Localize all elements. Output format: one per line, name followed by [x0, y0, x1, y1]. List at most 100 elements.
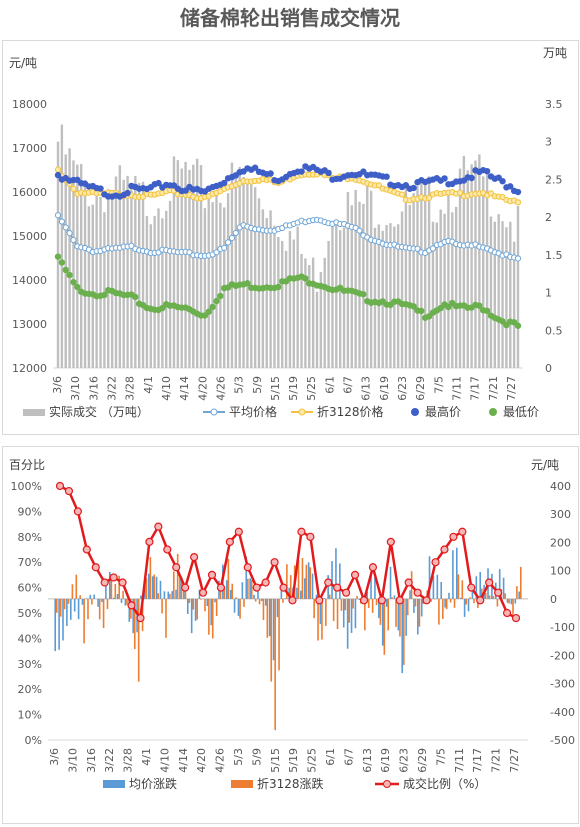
- x-tick-label: 6/7: [342, 376, 355, 394]
- p3128-change-bar: [133, 598, 136, 650]
- volume-bar: [118, 165, 122, 368]
- p3128-change-bar: [383, 598, 386, 655]
- volume-bar: [122, 179, 125, 368]
- p3128-change-bar: [438, 598, 440, 625]
- right-unit-label: 万吨: [543, 46, 567, 60]
- avg-change-bar: [194, 598, 197, 621]
- avg-change-bar: [140, 595, 142, 599]
- volume-bar: [404, 188, 408, 368]
- p3128-change-bar: [321, 598, 323, 640]
- y-right-tick: 0: [550, 593, 557, 606]
- y-right-tick: 3.5: [545, 98, 563, 111]
- ratio-point: [413, 588, 422, 597]
- x-tick-label: 3/22: [103, 748, 116, 773]
- volume-bar: [246, 180, 249, 368]
- price-3128-point: [375, 182, 382, 189]
- p3128-change-bar: [274, 598, 276, 731]
- avg-change-bar: [144, 586, 146, 599]
- ratio-point: [288, 596, 297, 605]
- avg-change-bar: [229, 589, 232, 599]
- x-tick-label: 4/10: [158, 748, 171, 773]
- x-tick-label: 6/13: [361, 748, 374, 773]
- avg-change-bar: [268, 598, 271, 637]
- avg-change-bar: [155, 576, 158, 599]
- p3128-change-bar: [254, 598, 257, 602]
- volume-bar: [470, 164, 473, 368]
- p3128-change-bar: [200, 598, 202, 600]
- volume-bar: [184, 161, 187, 368]
- x-tick-label: 6/29: [414, 376, 427, 401]
- avg-change-bar: [81, 598, 84, 605]
- p3128-change-bar: [223, 586, 226, 599]
- legend-min-label: 最低价: [503, 405, 539, 419]
- avg-change-bar: [151, 576, 154, 599]
- x-tick-label: 7/17: [469, 376, 482, 401]
- p3128-change-bar: [63, 598, 66, 610]
- p3128-change-bar: [208, 598, 210, 635]
- p3128-change-bar: [348, 598, 351, 623]
- avg-change-bar: [506, 598, 509, 603]
- avg-change-bar: [397, 598, 400, 631]
- p3128-change-bar: [305, 564, 308, 599]
- avg-price-point: [221, 244, 228, 251]
- volume-bar: [72, 160, 75, 368]
- volume-bar: [180, 168, 183, 368]
- min-price-point: [101, 291, 108, 299]
- p3128-change-bar: [266, 598, 269, 638]
- volume-bar: [114, 176, 118, 368]
- volume-bar: [130, 185, 133, 368]
- volume-bar: [373, 227, 377, 368]
- max-price-point: [499, 177, 506, 185]
- p3128-change-bar: [83, 598, 85, 644]
- chart-panel-price: 元/吨 万吨 12000 13000 14000 15000 16000 17000 18000…: [2, 40, 579, 435]
- x-tick-label: 6/1: [323, 376, 336, 394]
- p3128-change-bar: [161, 598, 163, 614]
- volume-bar: [443, 213, 446, 368]
- avg-change-bar: [381, 598, 384, 646]
- volume-bar: [335, 224, 338, 368]
- x-tick-label: 3/10: [69, 376, 82, 401]
- ratio-point: [458, 527, 467, 536]
- ratio-point: [261, 578, 270, 587]
- price-volume-chart: 元/吨 万吨 12000 13000 14000 15000 16000 17000 18000…: [9, 46, 567, 419]
- price-3128-point: [456, 189, 464, 196]
- avg-change-bar: [237, 598, 240, 617]
- volume-bar: [250, 179, 253, 368]
- p3128-change-bar: [461, 580, 464, 599]
- max-price-point: [325, 169, 332, 177]
- ratio-point: [136, 613, 145, 623]
- max-price-point: [468, 174, 475, 182]
- p3128-change-bar: [418, 598, 421, 627]
- chart-panel-ratio: 百分比 元/吨 0% 10% 20% 30% 40% 50% 60% 70% 80% 90% 100% -…: [2, 446, 579, 824]
- volume-bar: [396, 224, 400, 368]
- min-price-point: [483, 307, 491, 315]
- y-left-tick: 12000: [12, 362, 47, 375]
- p3128-change-bar: [336, 598, 339, 630]
- volume-bar: [284, 250, 288, 368]
- avg-change-bar: [518, 591, 520, 599]
- x-tick-label: 4/20: [196, 376, 209, 401]
- volume-bar: [253, 187, 257, 368]
- avg-change-bar: [428, 556, 431, 599]
- y-left-tick: 15000: [12, 230, 47, 243]
- max-price-point: [155, 179, 162, 187]
- y-left-tick: 40%: [18, 632, 42, 645]
- avg-change-bar: [58, 598, 60, 650]
- volume-bar: [478, 154, 481, 368]
- p3128-change-bar: [356, 596, 358, 599]
- ratio-point: [511, 613, 521, 623]
- avg-change-bar: [132, 598, 134, 634]
- avg-change-bar: [214, 598, 216, 603]
- avg-change-bar: [241, 582, 244, 599]
- ratio-point: [181, 583, 190, 592]
- p3128-change-bar: [172, 571, 175, 599]
- min-price-point: [70, 278, 77, 286]
- p3128-change-bar: [512, 598, 514, 615]
- max-price-point: [410, 184, 417, 192]
- volume-bar: [466, 170, 469, 368]
- volume-bar: [277, 237, 280, 368]
- p3128-change-bar: [75, 574, 78, 599]
- ratio-point: [476, 596, 485, 605]
- volume-bar: [211, 202, 214, 368]
- y-right-tick: 0.5: [545, 324, 563, 337]
